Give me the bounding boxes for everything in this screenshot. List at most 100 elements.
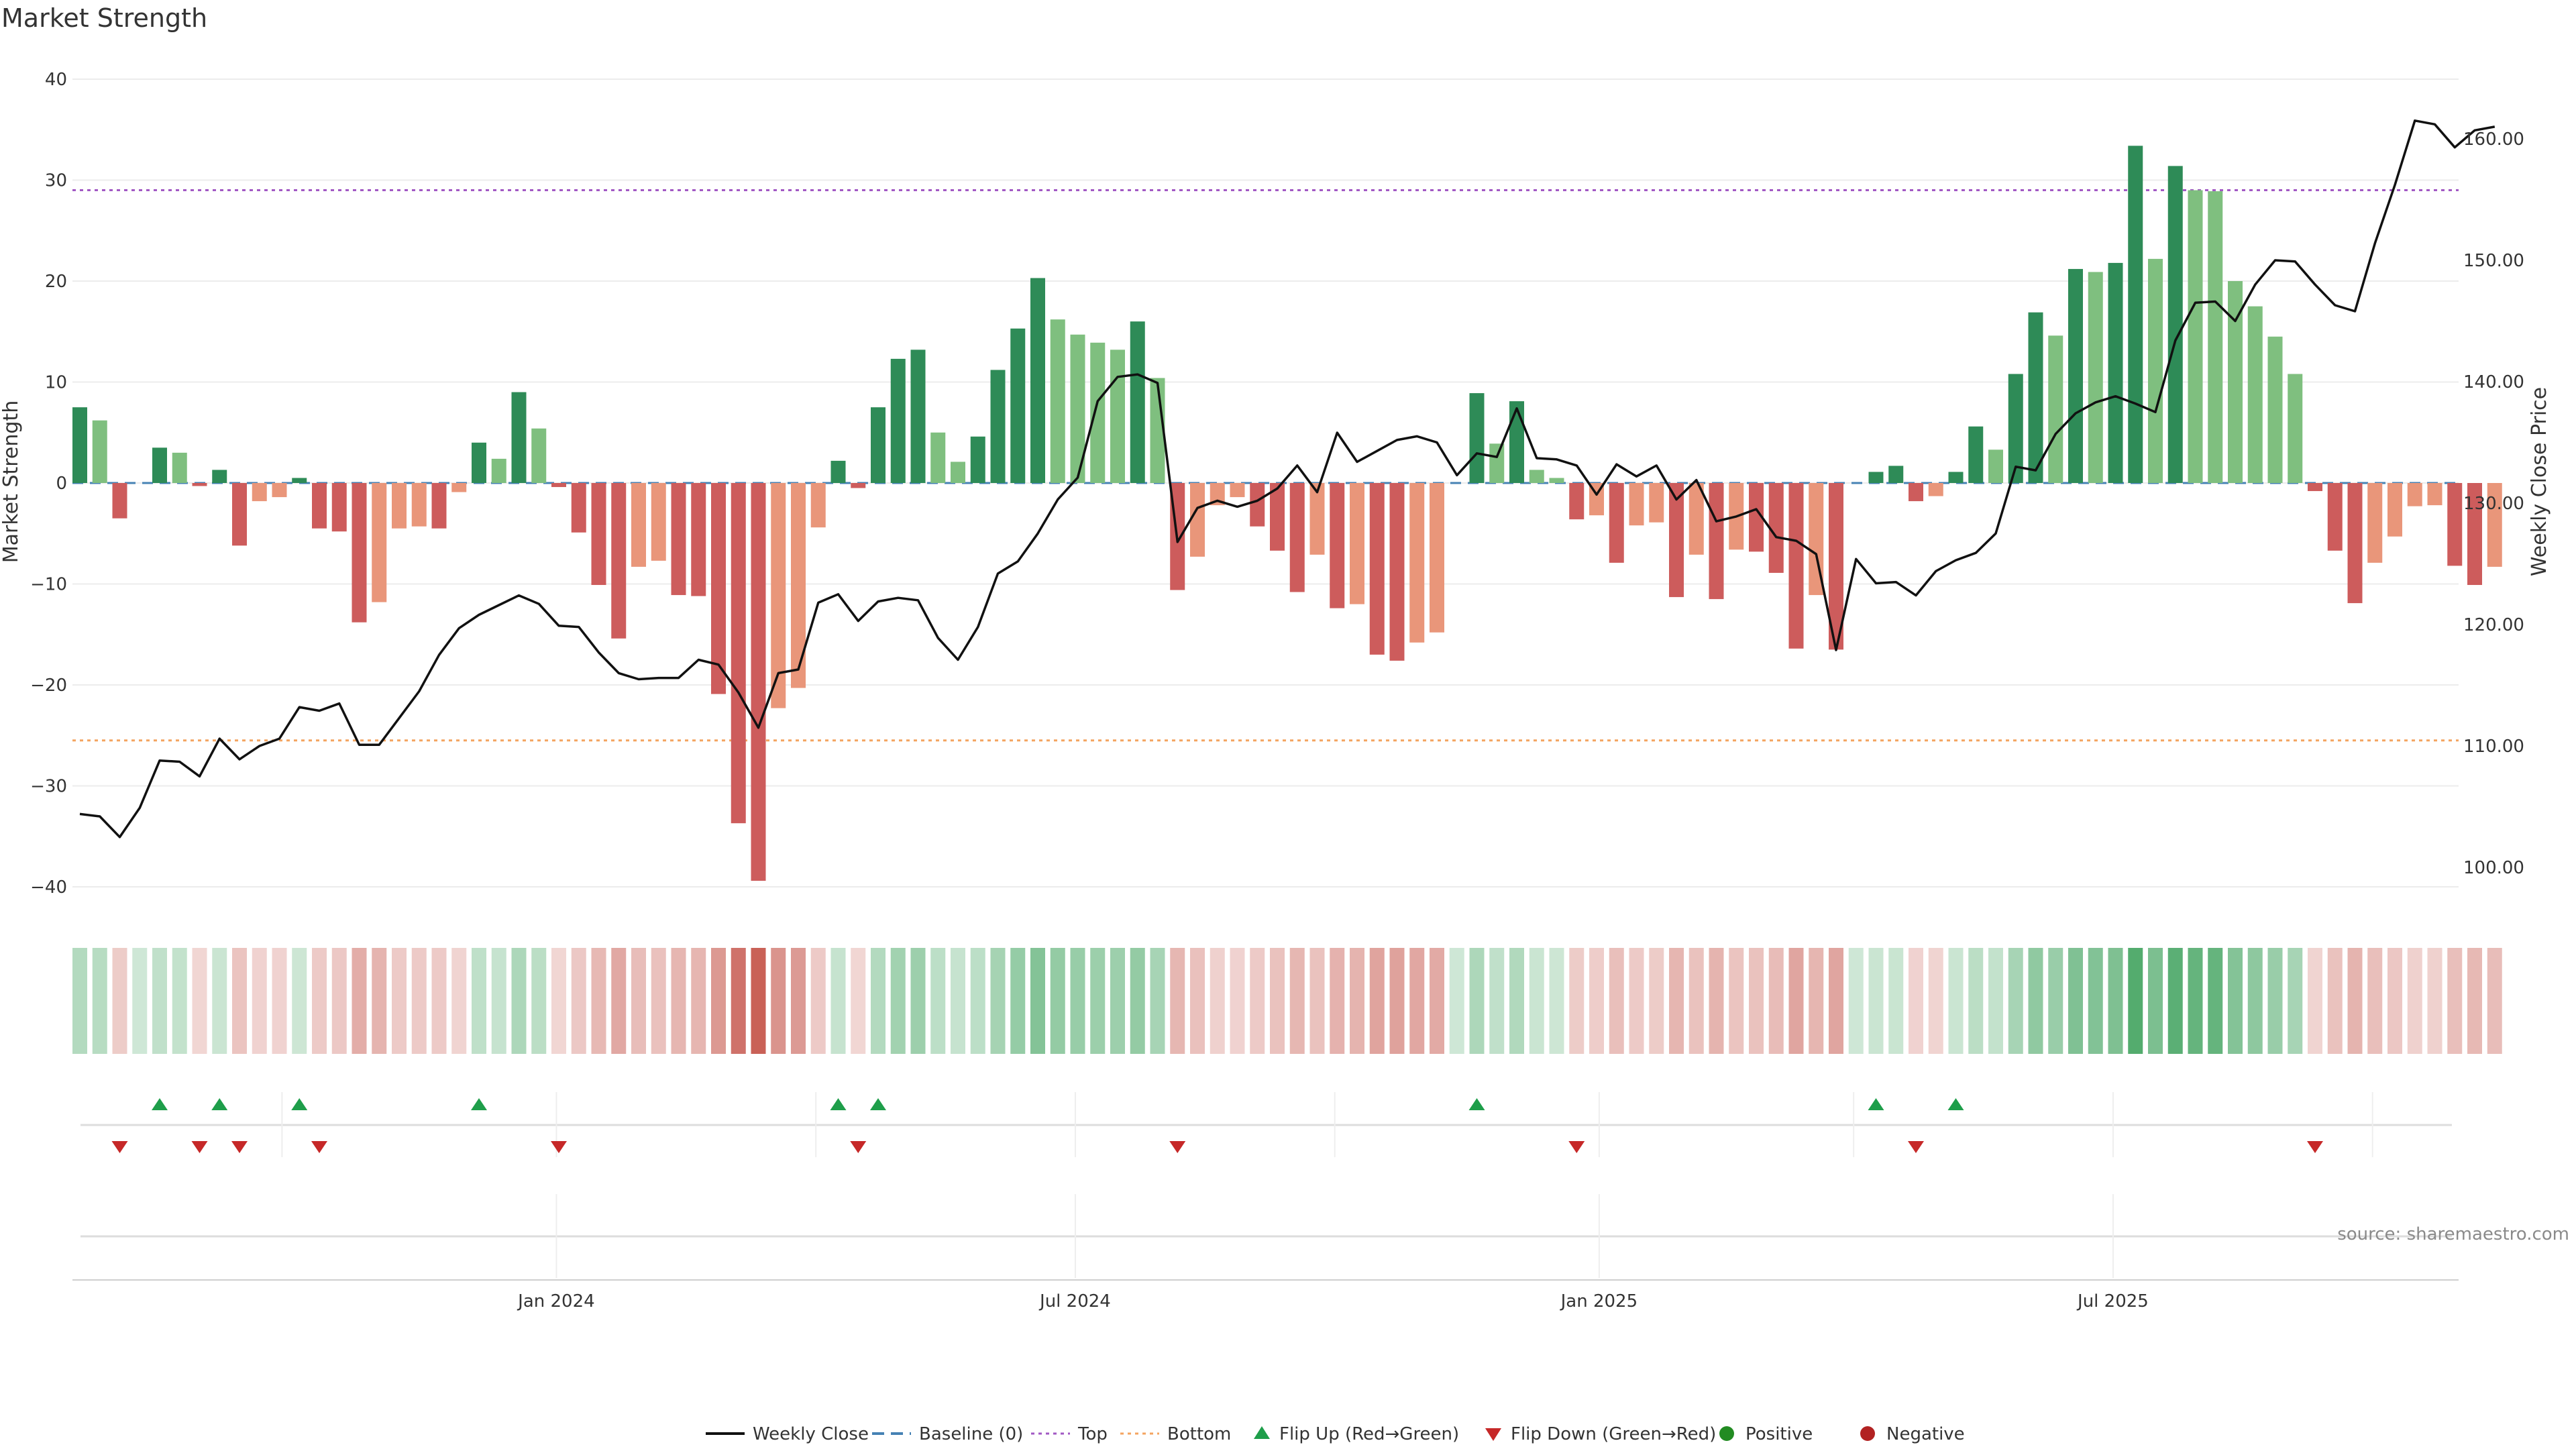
heat-cell [372,948,387,1054]
heat-cell [172,948,187,1054]
heat-cell [1270,948,1285,1054]
strength-bar [851,483,866,488]
strength-bar [1010,328,1026,483]
heat-cell [1010,948,1026,1054]
heat-cell [2228,948,2243,1054]
strength-bar [2128,146,2143,483]
heat-cell [551,948,566,1054]
heat-cell [691,948,706,1054]
strength-bar [1489,443,1505,483]
heat-cell [1968,948,1984,1054]
strength-bar [2367,483,2383,563]
flip-down-marker [1908,1141,1924,1153]
strength-bar [671,483,686,596]
heat-cell [1609,948,1624,1054]
flip-down-marker [1169,1141,1186,1153]
heat-cell [2247,948,2263,1054]
left-tick-label: 40 [45,70,67,90]
strength-bar [411,483,427,527]
source-note: source: sharemaestro.com [2337,1224,2569,1244]
flip-down-marker [191,1141,208,1153]
flip-markers-panel [72,1092,2459,1281]
right-tick-label: 140.00 [2463,372,2524,392]
strength-bar [1230,483,1245,498]
strength-bar [232,483,247,546]
heat-cell [2447,948,2463,1054]
heat-cell [1928,948,1943,1054]
strength-bar [2108,262,2123,483]
strength-bar [1369,483,1385,655]
strength-bar [1669,483,1684,598]
flip-down-marker [111,1141,128,1153]
right-tick-label: 120.00 [2463,615,2524,635]
heat-cell [1848,948,1864,1054]
legend-label: Positive [1746,1424,1813,1444]
strength-bar [930,432,946,483]
left-axis-title: Market Strength [0,400,23,563]
weekly-close-polyline [79,119,2496,839]
heat-cell [2347,948,2363,1054]
heat-cell [571,948,586,1054]
flip-up-marker [870,1098,886,1110]
x-tick-label: Jul 2024 [1038,1291,1111,1311]
strength-bar [910,350,926,483]
heat-cell [651,948,666,1054]
strength-bar [1430,483,1444,633]
heat-cell [2467,948,2482,1054]
strength-bar [491,458,506,483]
strength-bar [871,407,885,483]
heat-cell [1389,948,1405,1054]
heat-cell [511,948,527,1054]
heat-cell [2327,948,2343,1054]
strength-bar [1070,334,1085,483]
strength-bar [2427,483,2443,506]
strength-bar [1549,478,1564,483]
strength-bar [451,483,467,492]
strength-bar [431,483,447,529]
strength-bar [1210,483,1225,506]
heat-cell [1709,948,1724,1054]
legend-negative-icon [1860,1426,1875,1441]
heat-cell [1768,948,1784,1054]
strength-bar [112,483,127,519]
strength-bar [2407,483,2422,506]
strength-bar [2088,272,2103,483]
strength-bar [751,483,766,881]
right-axis-ticks: 100.00 110.00 120.00 130.00 140.00 150.00 160.… [2463,129,2524,878]
strength-bar [372,483,387,602]
heat-cell [531,948,547,1054]
strength-bar [172,452,187,483]
heat-cell [791,948,806,1054]
heat-cell [1688,948,1704,1054]
heat-cell [252,948,267,1054]
strength-bar [1110,350,1125,483]
strength-bar [272,483,287,498]
left-tick-label: 20 [45,272,67,292]
heat-cell [1449,948,1464,1054]
strength-bar [1509,401,1524,483]
weekly-close-line [79,119,2496,839]
flip-up-marker [152,1098,168,1110]
heat-cell [1110,948,1125,1054]
strength-bar [691,483,706,596]
flip-down-marker [551,1141,567,1153]
heat-cell [2108,948,2123,1054]
strength-bar [252,483,267,502]
heat-cell [232,948,247,1054]
heat-cell [1529,948,1544,1054]
strength-bar [1649,483,1664,523]
strength-bar [2267,336,2283,483]
heat-cell [1909,948,1923,1054]
strength-bar [1130,321,1145,483]
strength-bar [1909,483,1923,502]
strength-bar [1330,483,1345,608]
strength-bar [2068,268,2083,483]
strength-bar [2208,191,2223,483]
strength-bar [2167,166,2183,483]
heat-cell [1190,948,1205,1054]
strength-bar [331,483,347,532]
strength-bar [92,420,107,483]
strength-bar [1090,342,1106,483]
strength-bar [1968,426,1984,483]
